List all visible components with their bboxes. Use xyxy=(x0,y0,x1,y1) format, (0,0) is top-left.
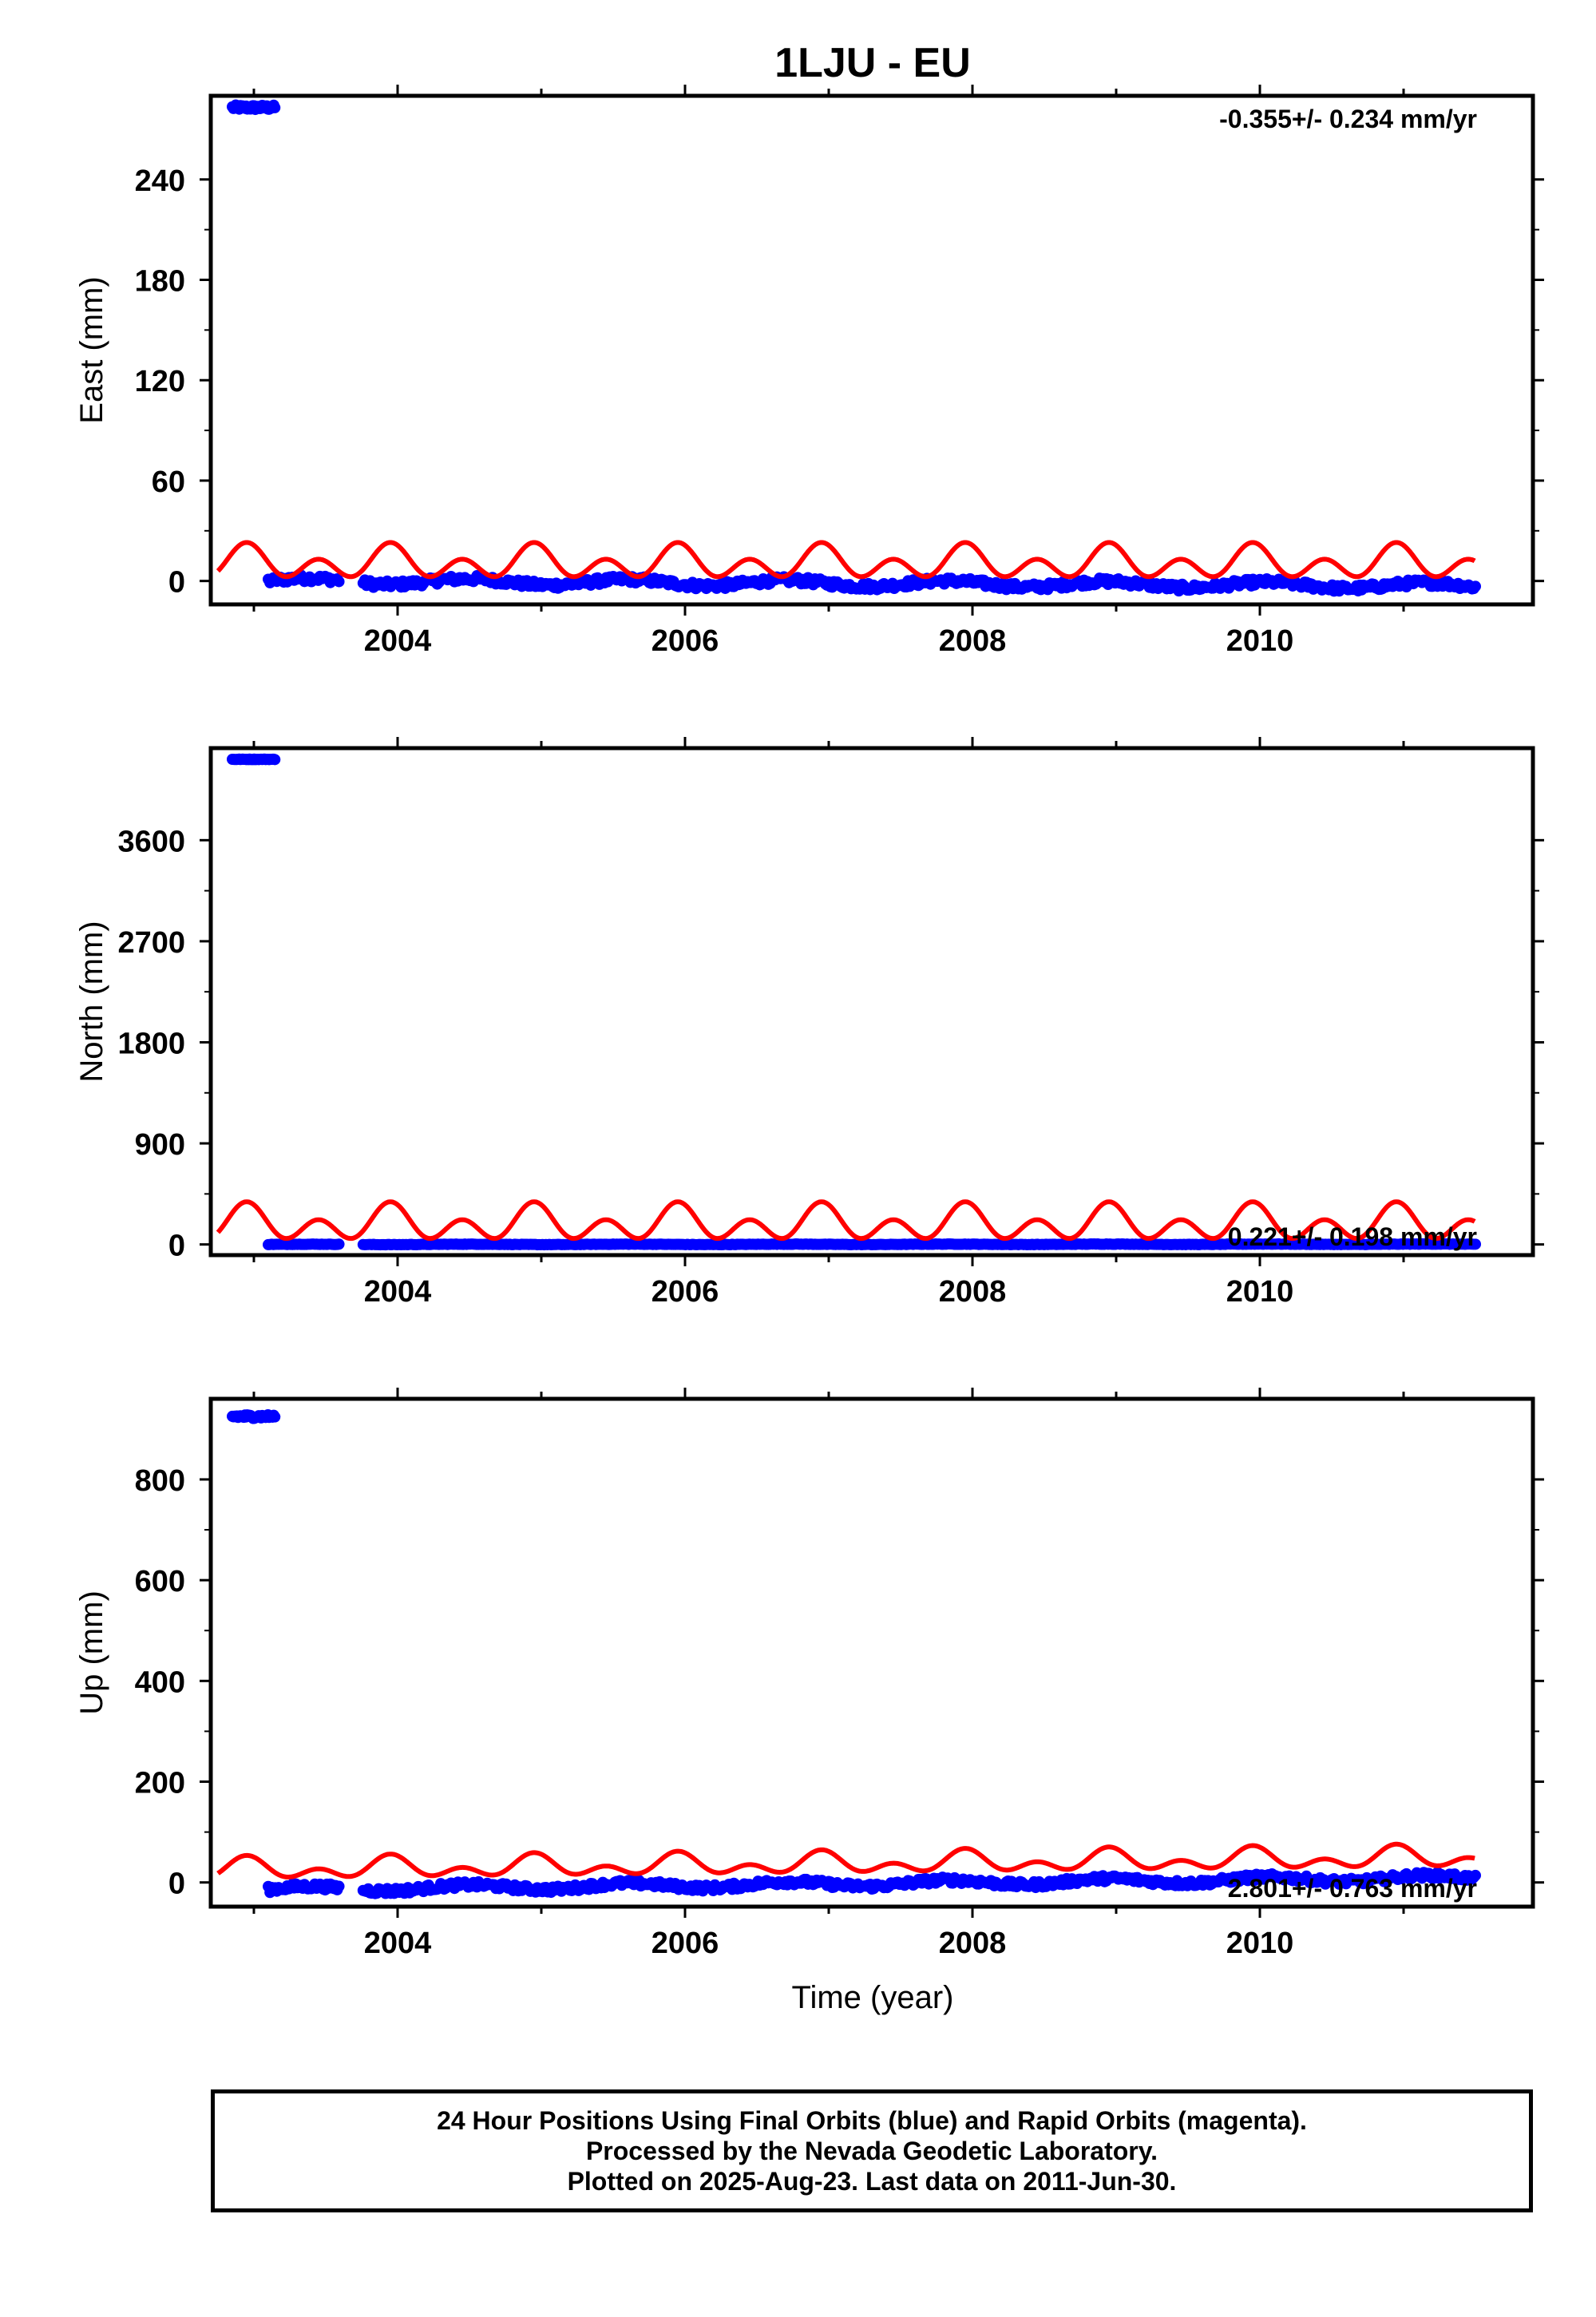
y-tick-label: 0 xyxy=(168,1867,185,1901)
plot-frame xyxy=(208,93,1535,607)
x-axis-label: Time (year) xyxy=(792,1980,954,2015)
model-curve xyxy=(216,540,1476,580)
y-tick-label: 3600 xyxy=(117,825,185,858)
y-axis-label: East (mm) xyxy=(74,276,109,423)
y-tick-label: 180 xyxy=(135,264,185,298)
caption-line-3: Plotted on 2025-Aug-23. Last data on 201… xyxy=(567,2167,1177,2196)
data-points xyxy=(227,99,1481,597)
plot-frame xyxy=(208,1396,1535,1909)
panel-east: 0 60 120 180 240 2004 2006 2008 2010 East (mm) -0.… xyxy=(74,85,1544,658)
x-tick-label: 2006 xyxy=(651,1927,719,1960)
data-point xyxy=(1470,1869,1481,1881)
y-axis-label: North (mm) xyxy=(74,921,109,1082)
data-point xyxy=(1470,580,1481,592)
rate-annotation: 0.221+/- 0.198 mm/yr xyxy=(1228,1222,1477,1251)
y-axis-label: Up (mm) xyxy=(74,1590,109,1715)
x-tick-label: 2008 xyxy=(939,1275,1007,1309)
y-tick-label: 200 xyxy=(135,1767,185,1800)
chart-title: 1LJU - EU xyxy=(774,40,971,86)
data-points xyxy=(227,753,1481,1251)
caption-line-1: 24 Hour Positions Using Final Orbits (bl… xyxy=(437,2106,1307,2135)
data-point xyxy=(269,1411,281,1423)
data-point xyxy=(333,576,345,588)
x-tick-label: 2004 xyxy=(364,624,432,658)
x-tick-label: 2010 xyxy=(1226,624,1294,658)
data-point xyxy=(269,101,281,113)
x-tick-label: 2004 xyxy=(364,1275,432,1309)
y-tick-label: 0 xyxy=(168,1230,185,1263)
x-tick-label: 2006 xyxy=(651,624,719,658)
x-tick-label: 2004 xyxy=(364,1927,432,1960)
y-tick-label: 400 xyxy=(135,1665,185,1699)
model-curve xyxy=(216,1199,1476,1242)
data-point xyxy=(269,754,281,766)
y-tick-label: 2700 xyxy=(117,926,185,960)
x-tick-label: 2010 xyxy=(1226,1275,1294,1309)
rate-annotation: -0.355+/- 0.234 mm/yr xyxy=(1219,105,1477,133)
x-tick-label: 2010 xyxy=(1226,1927,1294,1960)
x-tick-label: 2008 xyxy=(939,1927,1007,1960)
y-tick-label: 60 xyxy=(152,465,185,499)
y-tick-label: 900 xyxy=(135,1128,185,1162)
x-tick-label: 2006 xyxy=(651,1275,719,1309)
data-points xyxy=(227,1408,1481,1899)
panel-up: 0 200 400 600 800 2004 2006 2008 2010 Up (mm) 2.80… xyxy=(74,1388,1544,1960)
data-point xyxy=(333,1238,345,1250)
y-tick-label: 800 xyxy=(135,1464,185,1498)
caption-box: 24 Hour Positions Using Final Orbits (bl… xyxy=(211,2089,1533,2212)
x-tick-label: 2008 xyxy=(939,624,1007,658)
y-tick-label: 0 xyxy=(168,566,185,600)
rate-annotation: 2.801+/- 0.763 mm/yr xyxy=(1228,1874,1477,1903)
data-point xyxy=(333,1880,345,1892)
y-tick-label: 240 xyxy=(135,164,185,198)
panel-north: 0 900 1800 2700 3600 2004 2006 2008 2010 North (m… xyxy=(74,737,1544,1309)
y-tick-label: 120 xyxy=(135,365,185,398)
model-curve xyxy=(216,1841,1475,1879)
data-point xyxy=(1470,1238,1481,1250)
caption-line-2: Processed by the Nevada Geodetic Laborat… xyxy=(585,2137,1158,2165)
y-tick-label: 1800 xyxy=(117,1027,185,1060)
y-tick-label: 600 xyxy=(135,1565,185,1598)
plot-frame xyxy=(208,746,1535,1258)
